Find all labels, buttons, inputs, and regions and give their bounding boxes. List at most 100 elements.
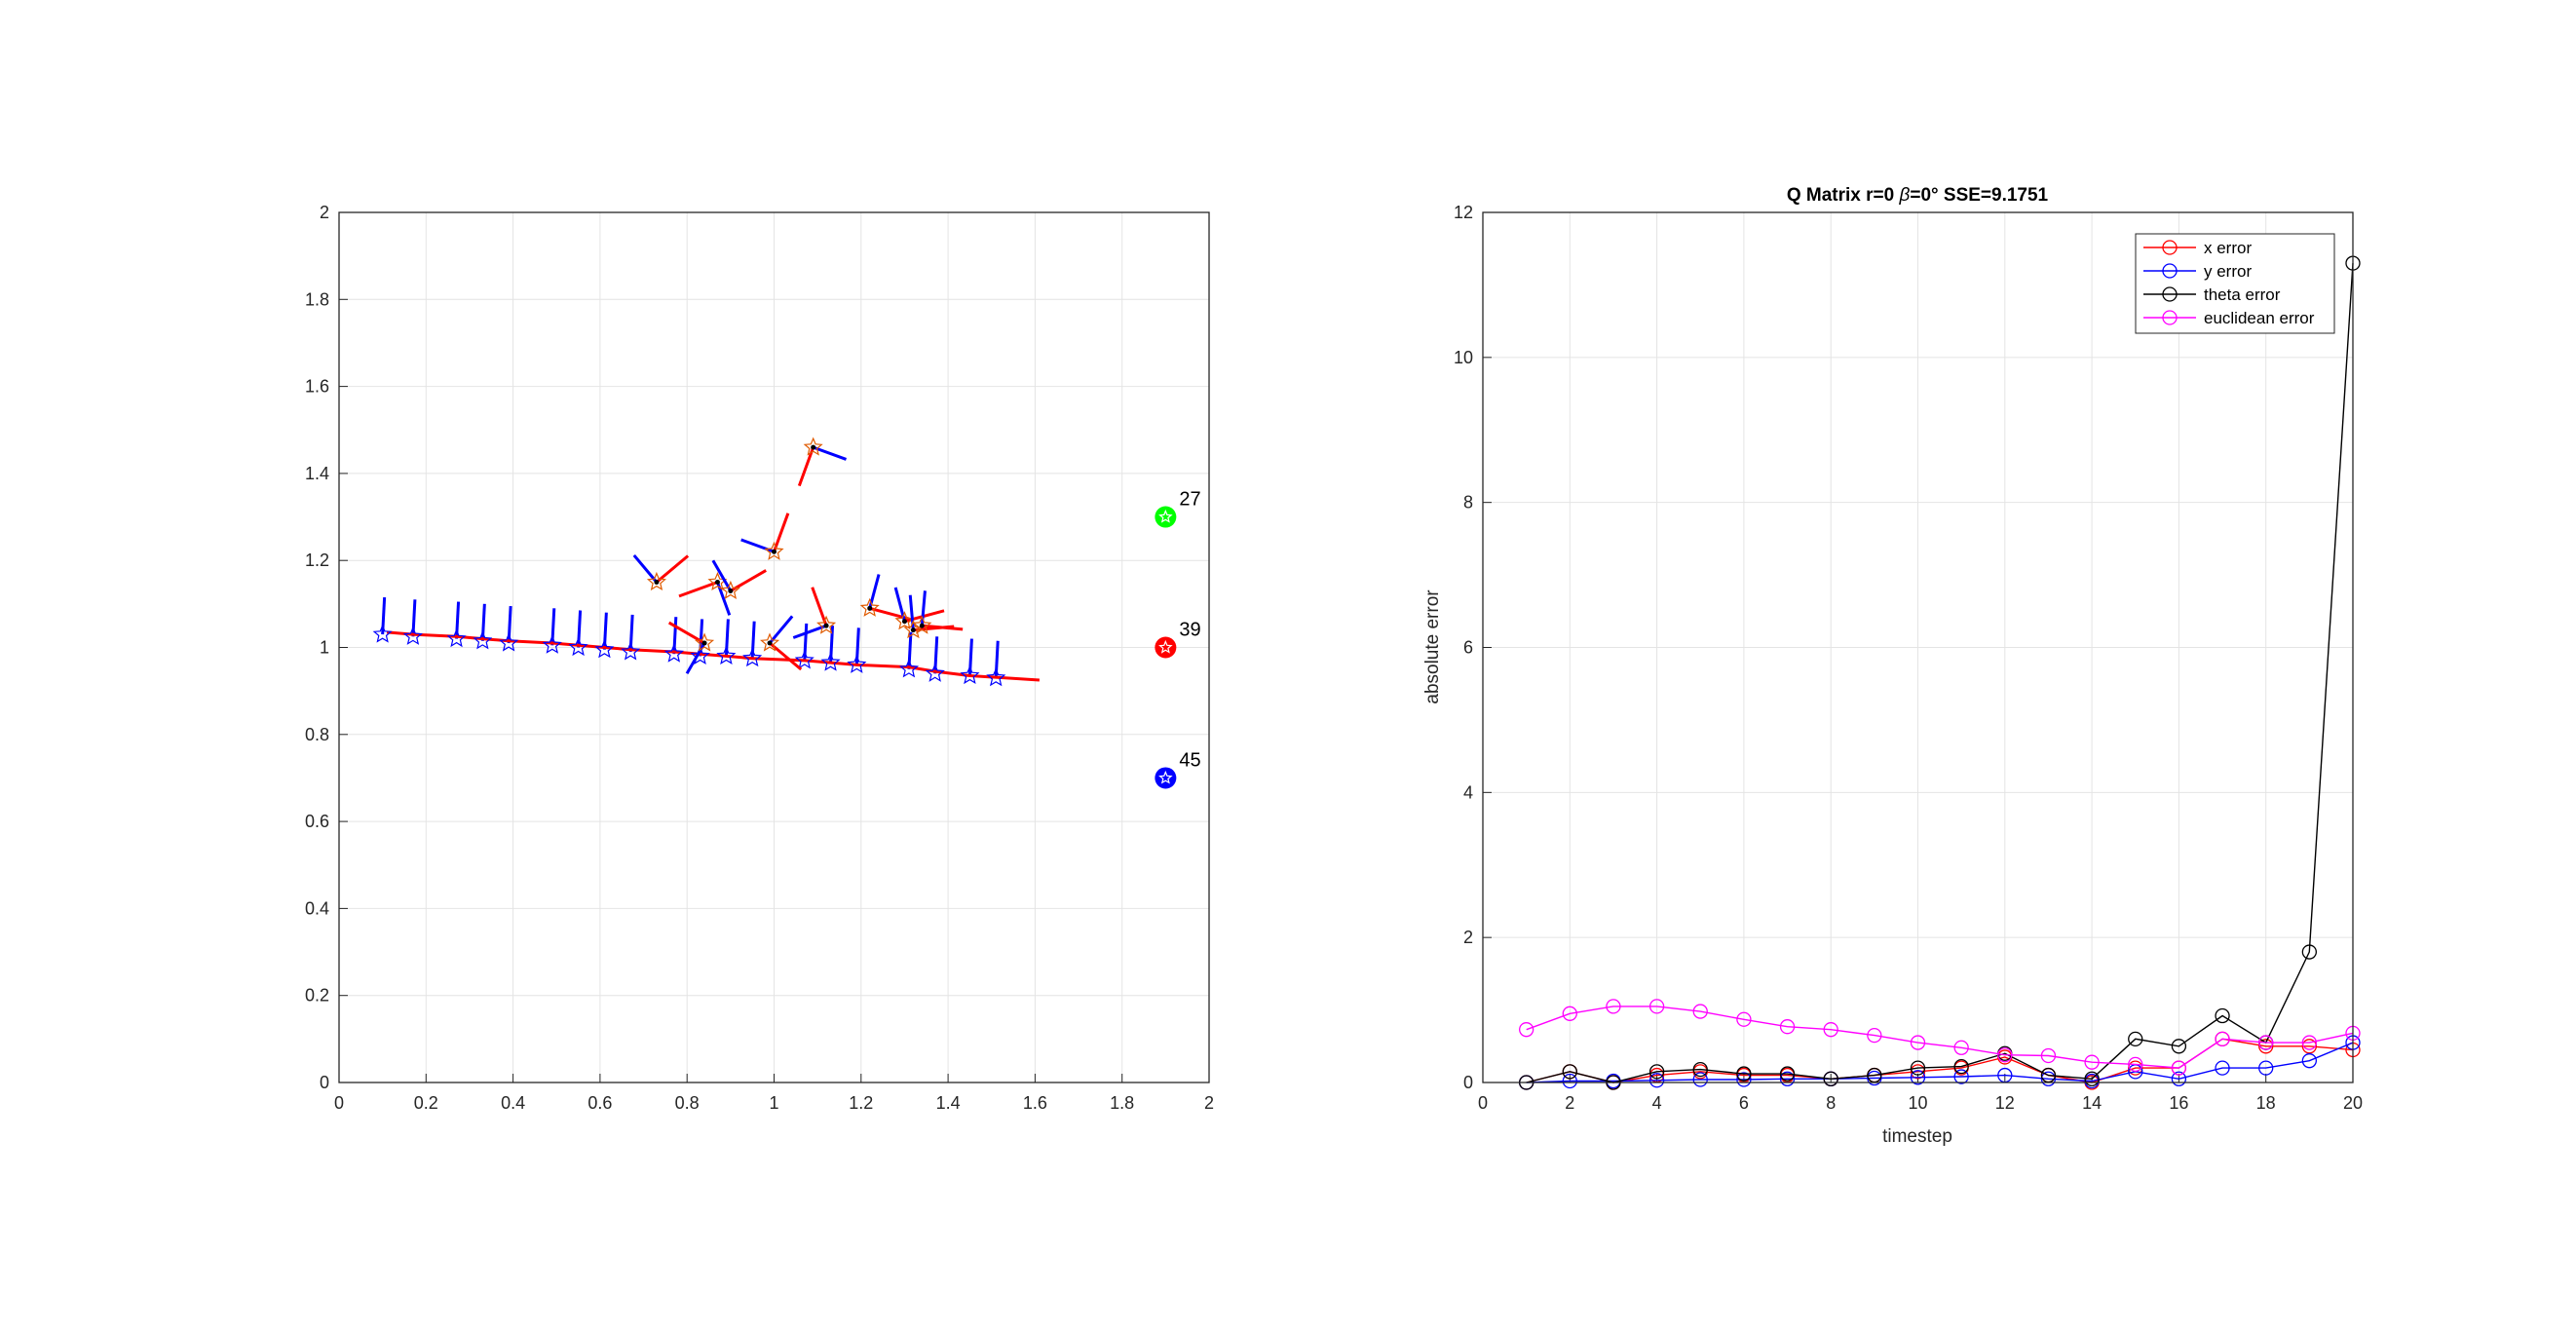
estimate-pose-marker	[903, 620, 924, 639]
true-pose-marker	[473, 630, 493, 650]
true-heading-line	[602, 612, 608, 650]
x-tick-label: 12	[1995, 1093, 2015, 1113]
true-heading-line	[854, 627, 860, 665]
true-heading-line	[803, 623, 809, 661]
euclidean-error-point	[1648, 999, 1665, 1014]
legend-euclidean-error-marker	[2162, 310, 2178, 325]
true-pose-marker	[621, 641, 641, 661]
estimate-pose-center	[772, 549, 777, 554]
euclidean-error-point	[1779, 1019, 1796, 1035]
true-pose-marker	[820, 652, 841, 671]
estimate-pose-center	[910, 627, 916, 633]
x-tick-label: 8	[1826, 1093, 1836, 1113]
euclidean-error-point	[1692, 1004, 1708, 1019]
true-heading-line	[628, 614, 634, 653]
estimate-pose-marker	[720, 580, 740, 599]
y-tick-label: 6	[1463, 638, 1473, 658]
estimate-heading-y	[711, 559, 733, 592]
estimate-pose-center	[728, 588, 734, 593]
true-pose-marker	[898, 659, 919, 678]
landmark-39-star	[1158, 639, 1173, 654]
estimate-heading-y	[685, 642, 706, 674]
theta-error-point	[1953, 1058, 1969, 1075]
landmark-39-label: 39	[1179, 620, 1200, 641]
y-tick-label: 0.8	[305, 725, 329, 744]
y-tick-label: 2	[320, 203, 329, 222]
estimate-heading-y	[632, 553, 659, 584]
x-tick-label: 10	[1908, 1093, 1927, 1113]
estimate-heading-x	[655, 554, 690, 584]
euclidean-error-point	[1823, 1022, 1838, 1038]
error-x-axis-label: timestep	[1882, 1126, 1952, 1147]
landmark-27-star	[1158, 509, 1173, 523]
true-pose-marker	[568, 636, 588, 657]
landmark-45-star	[1158, 770, 1173, 784]
trajectory-plot-area	[372, 437, 1040, 687]
x-tick-label: 0	[1478, 1093, 1488, 1113]
euclidean-error-point	[1562, 1006, 1577, 1021]
estimate-pose-center	[811, 444, 816, 450]
estimate-heading-y	[768, 615, 794, 644]
true-pose-marker	[402, 626, 423, 645]
estimate-heading-y	[920, 590, 927, 627]
theta-error-point	[1648, 1064, 1665, 1080]
estimate-heading-x	[797, 446, 815, 487]
true-heading-line	[411, 599, 417, 637]
x-tick-label: 1.6	[1023, 1093, 1047, 1113]
error-tick-labels: 0 2 4 6 8 10 12 14 16 18 20 0 2 4 6 8 10 12	[1454, 203, 2363, 1113]
true-heading-line	[750, 621, 756, 659]
euclidean-error-point	[2258, 1035, 2274, 1050]
legend-theta-error-label: theta error	[2204, 285, 2281, 304]
true-pose-marker	[594, 639, 615, 659]
landmark-45-label: 45	[1179, 749, 1200, 771]
error-chart-title: Q Matrix r=0 β=0° SSE=9.1751	[1787, 185, 2049, 206]
estimate-heading-y	[740, 538, 776, 553]
true-pose-marker	[542, 634, 562, 654]
true-pose-marker	[986, 667, 1006, 687]
y-tick-label: 1	[320, 638, 329, 658]
x-tick-label: 0.8	[675, 1093, 700, 1113]
euclidean-error-point	[1519, 1022, 1534, 1038]
estimate-heading-x	[773, 513, 790, 552]
euclidean-error-point	[1867, 1027, 1882, 1044]
true-pose-marker	[499, 632, 519, 652]
x-error-point	[2301, 1039, 2318, 1054]
estimate-heading-x	[678, 581, 718, 598]
trajectory-tick-labels: 0 0.2 0.4 0.6 0.8 1 1.2 1.4 1.6 1.8 2 0 0.2 0.4 0.6 0.8…	[305, 203, 1214, 1113]
estimate-heading-y	[908, 594, 915, 630]
y-error-point	[1910, 1070, 1926, 1085]
theta-error-point	[2128, 1031, 2143, 1046]
theta-error-point	[1736, 1066, 1752, 1082]
euclidean-error-point	[2301, 1035, 2318, 1050]
y-tick-label: 0.6	[305, 812, 329, 831]
y-tick-label: 1.4	[305, 464, 329, 483]
true-heading-line	[724, 619, 730, 657]
estimate-heading-x	[922, 624, 964, 631]
estimate-pose-center	[823, 623, 829, 628]
landmarks: 27 39 45	[1155, 489, 1201, 789]
legend-box	[2135, 233, 2335, 334]
x-tick-label: 1	[769, 1093, 778, 1113]
estimate-pose-center	[901, 619, 907, 625]
theta-error-point	[1779, 1066, 1796, 1082]
trajectory-axes: 0 0.2 0.4 0.6 0.8 1 1.2 1.4 1.6 1.8 2 0 0.2 0.4 0.6 0.8…	[305, 203, 1214, 1113]
euclidean-error-point	[1997, 1047, 2013, 1063]
y-tick-label: 0.4	[305, 898, 329, 918]
error-y-axis-label: absolute error	[1422, 589, 1443, 704]
estimate-pose-marker	[816, 615, 837, 634]
estimate-pose-center	[714, 580, 720, 586]
estimate-pose-center	[701, 640, 707, 646]
y-error-point	[2258, 1060, 2274, 1076]
theta-error-point	[2171, 1039, 2187, 1054]
true-heading-line	[381, 597, 387, 635]
estimate-pose-center	[919, 623, 925, 628]
x-tick-label: 20	[2343, 1093, 2363, 1113]
theta-error-point	[1823, 1071, 1838, 1086]
true-heading-line	[933, 636, 939, 674]
euclidean-error-point	[2084, 1054, 2100, 1070]
x-tick-label: 18	[2256, 1093, 2276, 1113]
error-axes: 0 2 4 6 8 10 12 14 16 18 20 0 2 4 6 8 10 12 Q Matrix r=0 …	[1422, 185, 2363, 1147]
euclidean-error-point	[2128, 1056, 2143, 1073]
true-pose-marker	[742, 648, 763, 667]
